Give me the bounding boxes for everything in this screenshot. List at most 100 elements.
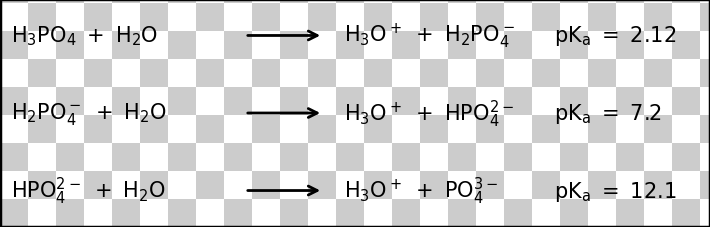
Bar bbox=[140, 88, 168, 116]
Bar bbox=[252, 32, 280, 60]
Text: $\mathsf{pK_a\ =\ 12.1}$: $\mathsf{pK_a\ =\ 12.1}$ bbox=[554, 179, 676, 203]
Bar bbox=[224, 60, 252, 88]
Bar bbox=[140, 60, 168, 88]
Bar bbox=[280, 199, 308, 227]
Bar bbox=[476, 60, 504, 88]
Bar bbox=[112, 60, 140, 88]
Bar bbox=[504, 60, 532, 88]
Bar bbox=[280, 32, 308, 60]
Bar bbox=[196, 32, 224, 60]
Bar bbox=[0, 88, 28, 116]
Bar bbox=[700, 0, 710, 4]
Bar bbox=[700, 199, 710, 227]
Bar bbox=[420, 171, 448, 199]
Bar bbox=[476, 116, 504, 143]
Bar bbox=[28, 116, 56, 143]
Text: $\mathsf{pK_a\ =\ 7.2}$: $\mathsf{pK_a\ =\ 7.2}$ bbox=[554, 101, 662, 126]
Text: $\mathsf{H_3O^+\ +\ HPO_4^{2-}}$: $\mathsf{H_3O^+\ +\ HPO_4^{2-}}$ bbox=[344, 98, 514, 129]
Bar bbox=[336, 32, 364, 60]
Bar bbox=[224, 171, 252, 199]
Bar bbox=[392, 32, 420, 60]
Bar bbox=[700, 171, 710, 199]
Bar bbox=[28, 199, 56, 227]
Bar bbox=[168, 143, 196, 171]
Bar bbox=[532, 171, 560, 199]
Bar bbox=[364, 199, 392, 227]
Bar bbox=[84, 32, 112, 60]
Bar bbox=[168, 171, 196, 199]
Bar bbox=[420, 32, 448, 60]
Bar bbox=[196, 116, 224, 143]
Bar bbox=[560, 0, 588, 4]
Bar bbox=[336, 143, 364, 171]
Bar bbox=[308, 199, 336, 227]
Bar bbox=[700, 4, 710, 32]
Bar bbox=[280, 116, 308, 143]
Bar bbox=[252, 171, 280, 199]
Bar bbox=[224, 4, 252, 32]
Bar bbox=[672, 199, 700, 227]
Bar bbox=[140, 143, 168, 171]
Text: $\mathsf{H_3O^+\ +\ PO_4^{3-}}$: $\mathsf{H_3O^+\ +\ PO_4^{3-}}$ bbox=[344, 175, 498, 206]
Bar bbox=[308, 116, 336, 143]
Bar bbox=[588, 171, 616, 199]
Bar bbox=[0, 0, 28, 4]
Bar bbox=[196, 143, 224, 171]
Bar bbox=[364, 60, 392, 88]
Bar bbox=[476, 171, 504, 199]
Bar bbox=[140, 199, 168, 227]
Bar bbox=[252, 88, 280, 116]
Bar bbox=[392, 199, 420, 227]
Bar bbox=[504, 116, 532, 143]
Bar bbox=[616, 60, 644, 88]
Bar bbox=[420, 143, 448, 171]
Bar bbox=[504, 32, 532, 60]
Bar bbox=[588, 199, 616, 227]
Bar bbox=[588, 143, 616, 171]
Bar bbox=[84, 199, 112, 227]
Bar bbox=[280, 143, 308, 171]
Bar bbox=[672, 4, 700, 32]
Bar bbox=[420, 0, 448, 4]
Bar bbox=[56, 116, 84, 143]
Bar bbox=[196, 88, 224, 116]
Bar bbox=[224, 32, 252, 60]
Bar bbox=[112, 4, 140, 32]
Bar bbox=[112, 116, 140, 143]
Bar bbox=[140, 4, 168, 32]
Bar bbox=[448, 116, 476, 143]
Bar bbox=[420, 199, 448, 227]
Bar bbox=[364, 4, 392, 32]
Bar bbox=[420, 4, 448, 32]
Bar bbox=[532, 116, 560, 143]
Bar bbox=[168, 0, 196, 4]
Bar bbox=[364, 0, 392, 4]
Bar bbox=[308, 171, 336, 199]
Bar bbox=[616, 116, 644, 143]
Bar bbox=[0, 60, 28, 88]
Bar bbox=[504, 143, 532, 171]
Bar bbox=[644, 199, 672, 227]
Bar bbox=[532, 199, 560, 227]
Bar bbox=[644, 171, 672, 199]
Bar bbox=[672, 171, 700, 199]
Bar bbox=[196, 0, 224, 4]
Bar bbox=[672, 116, 700, 143]
Bar bbox=[476, 88, 504, 116]
Text: $\mathsf{H_3O^+\ +\ H_2PO_4^-}$: $\mathsf{H_3O^+\ +\ H_2PO_4^-}$ bbox=[344, 22, 515, 51]
Bar bbox=[252, 0, 280, 4]
Bar bbox=[560, 171, 588, 199]
Bar bbox=[700, 32, 710, 60]
Bar bbox=[476, 143, 504, 171]
Bar bbox=[588, 0, 616, 4]
Bar bbox=[56, 199, 84, 227]
Bar bbox=[448, 4, 476, 32]
Bar bbox=[56, 143, 84, 171]
Bar bbox=[28, 143, 56, 171]
Bar bbox=[56, 0, 84, 4]
Bar bbox=[392, 4, 420, 32]
Bar bbox=[252, 143, 280, 171]
Bar bbox=[448, 32, 476, 60]
Bar bbox=[0, 199, 28, 227]
Bar bbox=[588, 116, 616, 143]
